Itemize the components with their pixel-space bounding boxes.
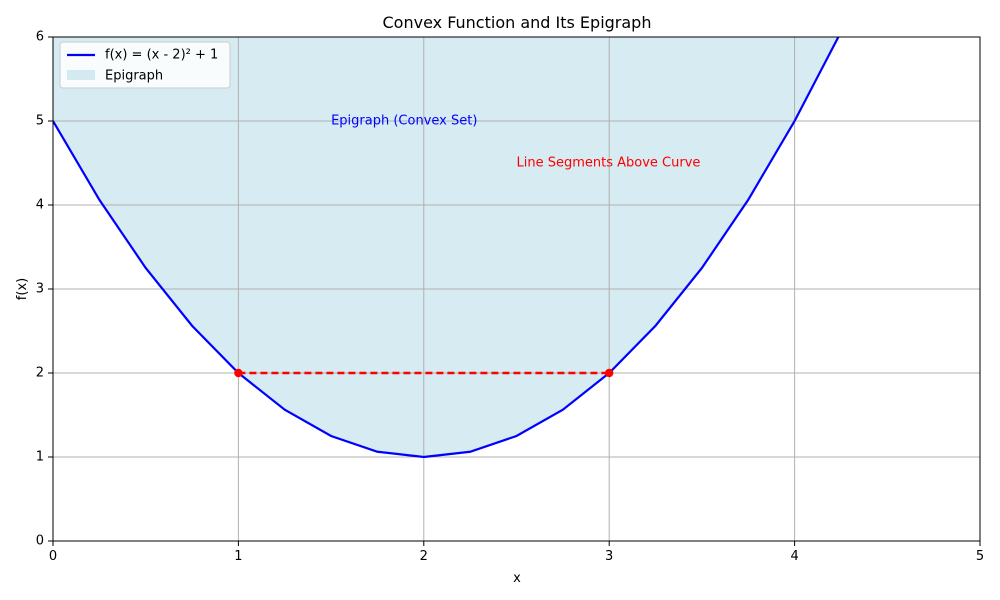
x-tick-label: 0 xyxy=(49,549,57,564)
x-tick-label: 1 xyxy=(234,549,242,564)
segment-endpoint xyxy=(234,368,243,378)
y-tick-label: 4 xyxy=(36,198,44,213)
legend: f(x) = (x - 2)² + 1 Epigraph xyxy=(59,41,231,89)
legend-label-curve: f(x) = (x - 2)² + 1 xyxy=(105,48,218,63)
x-tick-label: 5 xyxy=(976,549,984,564)
epigraph-fill xyxy=(53,37,839,457)
x-tick-label: 3 xyxy=(605,549,613,564)
y-tick-label: 0 xyxy=(36,534,44,549)
chart-title: Convex Function and Its Epigraph xyxy=(383,13,652,32)
x-tick-label: 4 xyxy=(790,549,798,564)
plot-area: Epigraph (Convex Set) Line Segments Above… xyxy=(36,30,984,565)
x-axis-label: x xyxy=(513,571,521,586)
legend-swatch-epigraph xyxy=(67,70,95,80)
function-curve xyxy=(53,37,840,459)
y-axis-label: f(x) xyxy=(15,278,30,300)
y-tick-label: 2 xyxy=(36,366,44,381)
annotation-label: Line Segments Above Curve xyxy=(517,156,701,171)
y-tick-label: 5 xyxy=(36,114,44,129)
y-tick-label: 3 xyxy=(36,282,44,297)
legend-box xyxy=(59,41,231,89)
y-tick-label: 1 xyxy=(36,450,44,465)
legend-label-epigraph: Epigraph xyxy=(105,69,163,84)
annotation-label: Epigraph (Convex Set) xyxy=(331,114,477,129)
y-tick-label: 6 xyxy=(36,30,44,45)
x-tick-label: 2 xyxy=(420,549,428,564)
segment-endpoint xyxy=(605,368,614,378)
